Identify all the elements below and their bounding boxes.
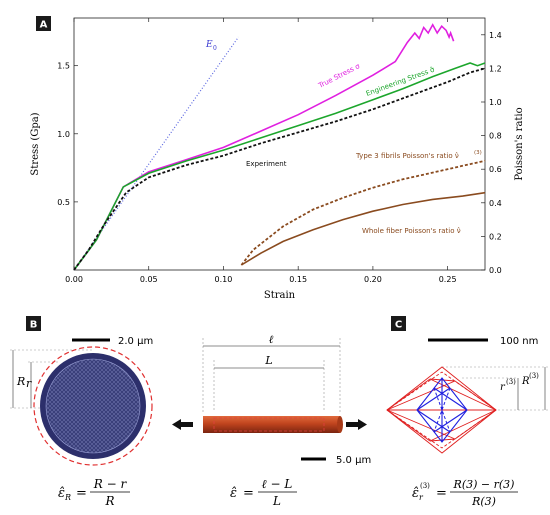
y2-axis-label: Poisson's ratio	[514, 107, 525, 180]
series-line-5	[240, 191, 486, 266]
formula-b-eq: =	[76, 486, 87, 501]
label-r: r	[26, 377, 32, 390]
inner-cone	[416, 377, 468, 443]
panel-a: A 0.00 0.05 0.10 0.15 0.20 0.250.51.01.50.00.…	[30, 16, 525, 301]
original-radius-circle	[33, 346, 153, 466]
fiber-original-length	[213, 417, 325, 432]
y2-tick-label: 1.4	[489, 31, 502, 40]
fiber-rod	[203, 416, 340, 433]
scale-bar-b-text: 2.0 μm	[118, 336, 153, 347]
formula-b-den: R	[104, 494, 114, 508]
series-line-3	[73, 67, 486, 271]
fibril-geometry	[386, 366, 497, 454]
fiber-core-mesh	[45, 358, 141, 454]
formula-fiber-den: L	[272, 494, 281, 508]
formula-b-num: R − r	[93, 477, 128, 491]
x-tick-label: 0.05	[140, 275, 158, 284]
formula-c-den: R(3)	[471, 495, 496, 508]
formula-b: ε̂ R = R − r R	[58, 477, 130, 508]
formula-fiber-eq: =	[243, 486, 254, 501]
x-axis-label: Strain	[264, 290, 296, 301]
formula-fiber-lhs: ε̂	[230, 486, 237, 501]
series-line-0	[73, 36, 239, 271]
y-tick-label: 1.0	[57, 130, 70, 139]
formula-c-eq: =	[436, 486, 447, 501]
label-r3: r	[500, 382, 506, 393]
formula-fiber: ε̂ = ℓ − L L	[230, 477, 297, 508]
formula-b-lhs: ε̂	[58, 486, 65, 501]
panel-c-badge	[391, 316, 406, 331]
series-line-2	[73, 62, 486, 271]
formula-c-lhs: ε̂	[412, 486, 419, 501]
pull-right-arrow	[346, 419, 367, 430]
panel-a-label: A	[40, 20, 48, 31]
annotation-type3-poisson: Type 3 fibrils Poisson's ratio ν̂	[355, 152, 459, 160]
y2-tick-label: 0.6	[489, 165, 502, 174]
label-R3-sup: (3)	[529, 372, 539, 380]
panel-b-label: B	[30, 320, 38, 331]
y2-tick-label: 1.0	[489, 98, 502, 107]
x-tick-label: 0.15	[289, 275, 307, 284]
series-line-1	[73, 23, 455, 271]
stress-strain-chart: 0.00 0.05 0.10 0.15 0.20 0.250.51.01.50.00.20…	[30, 17, 525, 301]
formula-c-sub: r	[419, 493, 424, 502]
inner-cone-dashed	[433, 387, 451, 433]
y2-tick-label: 0.2	[489, 232, 502, 241]
y-axis-label: Stress (Gpa)	[30, 112, 41, 175]
annotation-experiment: Experiment	[246, 160, 287, 168]
label-ell: ℓ	[269, 333, 274, 346]
panel-a-badge	[36, 16, 51, 31]
x-tick-label: 0.00	[65, 275, 83, 284]
x-tick-label: 0.10	[215, 275, 233, 284]
annotation-true-stress: True Stress σ	[316, 62, 361, 90]
y2-tick-label: 0.0	[489, 266, 502, 275]
scale-bar-fiber-text: 5.0 μm	[336, 455, 371, 466]
pull-left-arrow	[172, 419, 193, 430]
y-tick-label: 0.5	[57, 198, 70, 207]
formula-c-num: R(3) − r(3)	[453, 478, 515, 491]
formula-c: ε̂ r (3) = R(3) − r(3) R(3)	[412, 478, 518, 508]
fiber-rod-end	[337, 416, 343, 433]
panel-b-badge	[26, 316, 41, 331]
formula-fiber-num: ℓ − L	[262, 477, 293, 491]
annotation-e0-sub: 0	[213, 45, 217, 52]
label-R3: R	[521, 376, 530, 387]
x-tick-label: 0.20	[364, 275, 382, 284]
y2-tick-label: 0.8	[489, 132, 502, 141]
outer-cone-dashed	[386, 371, 497, 449]
fiber-panel: ℓ L 5.0 μm ε̂ = ℓ − L L	[172, 333, 371, 508]
scale-bar-c-text: 100 nm	[500, 336, 538, 347]
annotation-e0: E	[205, 40, 213, 50]
formula-b-sub: R	[64, 493, 71, 502]
label-R: R	[16, 375, 25, 388]
y2-tick-label: 1.2	[489, 64, 502, 73]
y-tick-label: 1.5	[57, 62, 70, 71]
plot-frame	[73, 17, 486, 271]
panel-c: C 100 nm r (3) R (3)	[386, 316, 548, 508]
panel-c-label: C	[395, 320, 402, 331]
annotation-engineering-stress: Engineering Stress σ̂	[365, 65, 436, 97]
annotation-type3-poisson-sup: (3)	[474, 150, 482, 156]
annotation-whole-fiber-poisson: Whole fiber Poisson's ratio ν̂	[362, 227, 461, 235]
series-line-4	[240, 159, 486, 266]
label-r3-sup: (3)	[506, 378, 516, 386]
formula-c-sup: (3)	[420, 482, 430, 490]
label-L: L	[264, 354, 272, 367]
x-tick-label: 0.25	[439, 275, 457, 284]
y2-tick-label: 0.4	[489, 199, 502, 208]
panel-b: B 2.0 μm R r ε̂ R = R − r R	[10, 316, 153, 508]
